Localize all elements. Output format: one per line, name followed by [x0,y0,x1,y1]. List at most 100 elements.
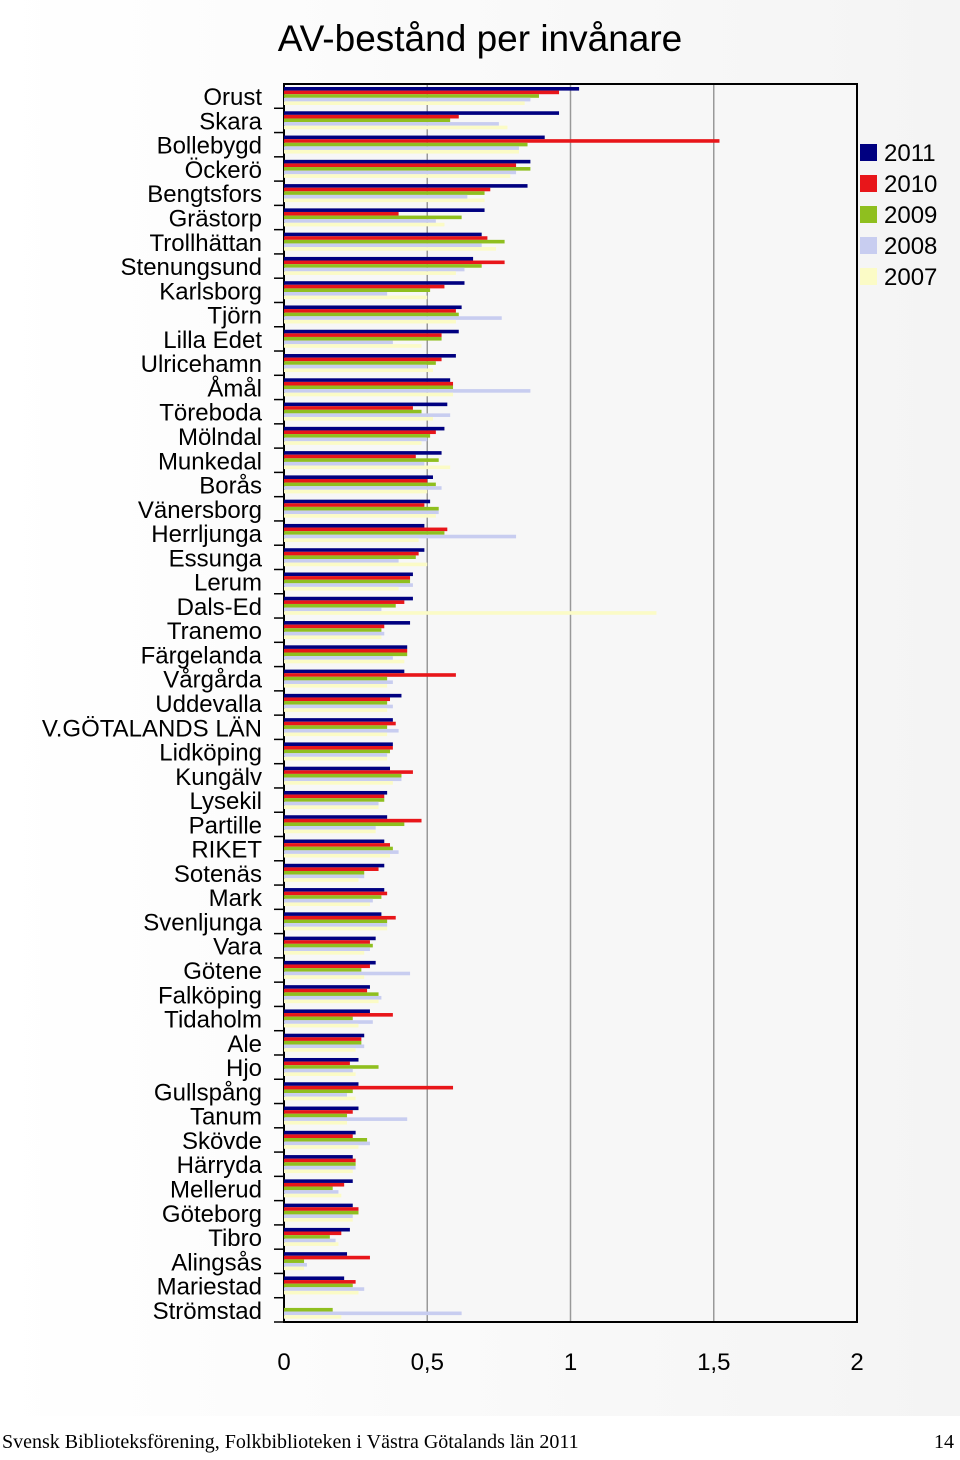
bar-2009 [284,361,436,365]
bar-2010 [284,648,408,653]
category-label: Götene [183,958,262,985]
bar-2009 [284,458,439,462]
bar-2009 [284,288,431,292]
bar-2009 [284,919,388,924]
bar-2009 [284,579,411,584]
category-label: Göteborg [162,1201,262,1228]
bar-2011 [284,645,408,649]
category-label: Trollhättan [150,230,263,257]
bar-2009 [284,239,505,244]
category-label: Grästorp [169,206,262,233]
bar-2008 [284,243,482,248]
bar-2007 [284,319,456,324]
legend-swatch-2010 [860,175,877,192]
bar-2011 [284,184,528,188]
bar-2011 [284,159,531,164]
bar-2007 [284,805,379,809]
bar-2009 [284,1138,368,1142]
bar-2011 [284,256,474,261]
bar-2009 [284,94,539,98]
category-label: Härryda [177,1152,263,1179]
x-tick-label: 0 [277,1349,290,1376]
bar-2007 [284,1023,359,1028]
bar-2007 [284,465,451,470]
category-label: Tranemo [167,618,262,645]
legend-label: 2010 [884,171,937,198]
category-label: Mellerud [170,1176,262,1203]
bar-2009 [284,118,451,123]
bar-2010 [284,600,405,604]
bar-2008 [284,1262,307,1267]
category-label: Ulricehamn [141,351,262,378]
bar-2009 [284,1210,359,1215]
bar-2011 [284,208,485,212]
category-label: Färgelanda [141,642,263,669]
bar-2008 [284,704,393,709]
bar-2010 [284,818,422,823]
bar-2011 [284,766,391,771]
bar-2007 [284,514,436,518]
category-label: Munkedal [158,448,262,475]
legend-swatch-2011 [860,144,877,161]
bar-2009 [284,312,459,317]
bar-2010 [284,673,456,677]
bar-2010 [284,114,459,119]
bar-2011 [284,548,425,552]
bar-2008 [284,1190,339,1194]
bar-2010 [284,284,445,289]
bar-2008 [284,389,531,393]
bar-2009 [284,1259,305,1263]
category-label: Karlsborg [159,278,262,305]
bar-2009 [284,1162,356,1166]
bar-2010 [284,891,388,896]
category-label: Lysekil [190,788,262,815]
bar-2011 [284,232,482,237]
bar-2010 [284,1061,350,1066]
category-label: Falköping [158,982,262,1009]
category-label: Åmål [207,374,262,402]
bar-2009 [284,992,379,996]
bar-2011 [284,281,465,285]
bar-2008 [284,898,373,903]
bar-2011 [284,718,393,722]
page-number: 14 [934,1431,954,1453]
bar-2010 [284,1182,345,1187]
bar-2007 [284,829,376,834]
bar-2007 [284,708,388,712]
category-label: Lidköping [159,740,262,767]
bar-2010 [284,697,391,702]
legend-swatch-2009 [860,206,877,223]
category-label: Lilla Edet [163,327,262,354]
bar-2007 [284,781,393,785]
bar-2008 [284,437,428,442]
category-label: Gullspång [154,1079,262,1106]
category-label: Alingsås [171,1249,262,1276]
legend-label: 2009 [884,202,937,229]
bar-2011 [284,475,433,479]
bar-2007 [284,611,657,615]
bar-2011 [284,572,413,577]
bar-2007 [284,1169,353,1174]
bar-2007 [284,198,485,203]
bar-2011 [284,329,459,334]
bar-2010 [284,478,428,483]
bar-2011 [284,378,451,382]
bar-2008 [284,947,370,952]
bar-2010 [284,211,399,216]
category-label: Borås [199,473,262,500]
bar-2008 [284,559,399,563]
bar-2010 [284,1231,342,1236]
bar-2010 [284,843,391,847]
bar-2007 [284,853,391,858]
bar-2009 [284,822,405,827]
bar-2008 [284,510,439,515]
bar-2007 [284,295,428,300]
bar-2007 [284,247,497,251]
bar-2008 [284,1117,408,1121]
bar-2008 [284,1311,462,1316]
legend-label: 2007 [884,264,937,291]
bar-2009 [284,1089,353,1094]
bar-2011 [284,87,580,91]
bar-2008 [284,1068,353,1073]
bar-2011 [284,111,560,115]
